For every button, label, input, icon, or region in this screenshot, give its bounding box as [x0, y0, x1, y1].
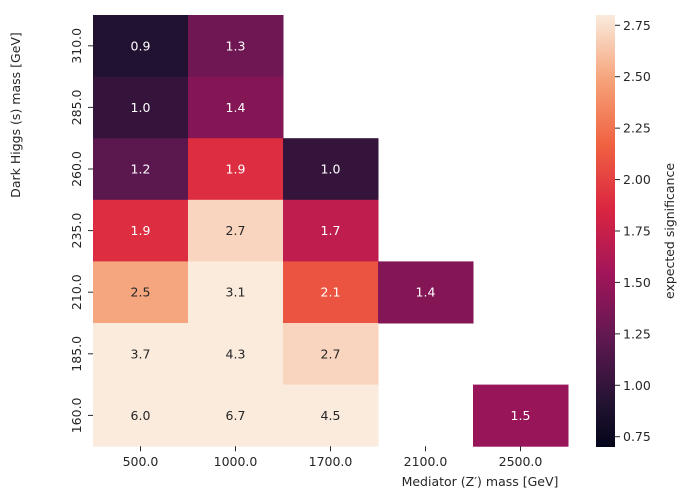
cell-value-label: 1.0 — [131, 100, 151, 115]
heatmap-cell — [283, 138, 379, 201]
x-axis: 500.0 1000.0 1700.0 2100.0 2500.0 — [123, 446, 543, 469]
cell-value-label: 2.5 — [131, 285, 151, 300]
heatmap-cell — [93, 199, 189, 262]
y-tick-label: 260.0 — [69, 151, 84, 187]
colorbar-tick-label: 1.50 — [623, 275, 651, 290]
heatmap-cell — [93, 15, 189, 78]
x-tick-label: 1700.0 — [309, 454, 353, 469]
cell-value-label: 1.5 — [511, 408, 531, 423]
colorbar-tick-label: 2.50 — [623, 69, 651, 84]
cell-value-label: 4.3 — [226, 346, 246, 361]
heatmap-cell — [93, 261, 189, 324]
colorbar-tick-label: 1.25 — [623, 326, 651, 341]
heatmap-cell — [93, 323, 189, 386]
colorbar-tick-label: 0.75 — [623, 429, 651, 444]
heatmap-cell — [188, 15, 284, 78]
cell-value-label: 1.7 — [321, 223, 341, 238]
cell-value-label: 1.9 — [131, 223, 151, 238]
y-tick-label: 235.0 — [69, 213, 84, 249]
colorbar-tick-label: 2.75 — [623, 18, 651, 33]
heatmap-cell-labels: 0.9 1.3 1.0 1.4 1.2 1.9 1.0 1.9 2.7 1.7 2.5 3.1 2.1 1… — [131, 38, 531, 423]
colorbar — [596, 15, 615, 447]
cell-value-label: 1.9 — [226, 162, 246, 177]
heatmap-cells — [93, 15, 569, 447]
cell-value-label: 6.7 — [226, 408, 246, 423]
cell-value-label: 4.5 — [321, 408, 341, 423]
heatmap-cell — [473, 384, 569, 447]
colorbar-tick-label: 2.00 — [623, 172, 651, 187]
cell-value-label: 1.3 — [226, 38, 246, 53]
cell-value-label: 6.0 — [131, 408, 151, 423]
y-axis: 310.0 285.0 260.0 235.0 210.0 185.0 160.0 — [69, 28, 93, 433]
heatmap-cell — [188, 384, 284, 447]
cell-value-label: 3.7 — [131, 346, 151, 361]
x-tick-label: 2500.0 — [499, 454, 543, 469]
cell-value-label: 3.1 — [226, 285, 246, 300]
heatmap-cell — [188, 261, 284, 324]
cell-value-label: 2.7 — [321, 346, 341, 361]
cell-value-label: 2.1 — [321, 285, 341, 300]
colorbar-label: expected significance — [662, 163, 677, 299]
heatmap-cell — [188, 199, 284, 262]
x-tick-label: 1000.0 — [214, 454, 258, 469]
heatmap-cell — [283, 261, 379, 324]
cell-value-label: 1.0 — [321, 162, 341, 177]
heatmap-cell — [93, 384, 189, 447]
x-axis-label: Mediator (Z′) mass [GeV] — [402, 474, 559, 489]
heatmap-cell — [188, 138, 284, 201]
heatmap-cell — [93, 138, 189, 201]
y-tick-label: 210.0 — [69, 274, 84, 310]
cell-value-label: 1.4 — [416, 285, 436, 300]
colorbar-ticks: 0.75 1.00 1.25 1.50 1.75 2.00 2.25 2.50 2.75 — [615, 18, 651, 444]
heatmap-cell — [283, 199, 379, 262]
x-tick-label: 2100.0 — [404, 454, 448, 469]
heatmap-cell — [378, 261, 474, 324]
y-tick-label: 310.0 — [69, 28, 84, 64]
cell-value-label: 1.2 — [131, 162, 151, 177]
colorbar-tick-label: 1.75 — [623, 224, 651, 239]
y-tick-label: 185.0 — [69, 336, 84, 372]
cell-value-label: 2.7 — [226, 223, 246, 238]
colorbar-gradient — [596, 15, 615, 447]
colorbar-tick-label: 1.00 — [623, 378, 651, 393]
y-tick-label: 160.0 — [69, 397, 84, 433]
y-axis-label: Dark Higgs (s) mass [GeV] — [8, 32, 23, 198]
cell-value-label: 0.9 — [131, 38, 151, 53]
x-tick-label: 500.0 — [123, 454, 159, 469]
y-tick-label: 285.0 — [69, 89, 84, 125]
heatmap-cell — [93, 76, 189, 139]
cell-value-label: 1.4 — [226, 100, 246, 115]
colorbar-tick-label: 2.25 — [623, 121, 651, 136]
heatmap-cell — [188, 323, 284, 386]
heatmap-cell — [283, 384, 379, 447]
heatmap-cell — [283, 323, 379, 386]
heatmap-cell — [188, 76, 284, 139]
